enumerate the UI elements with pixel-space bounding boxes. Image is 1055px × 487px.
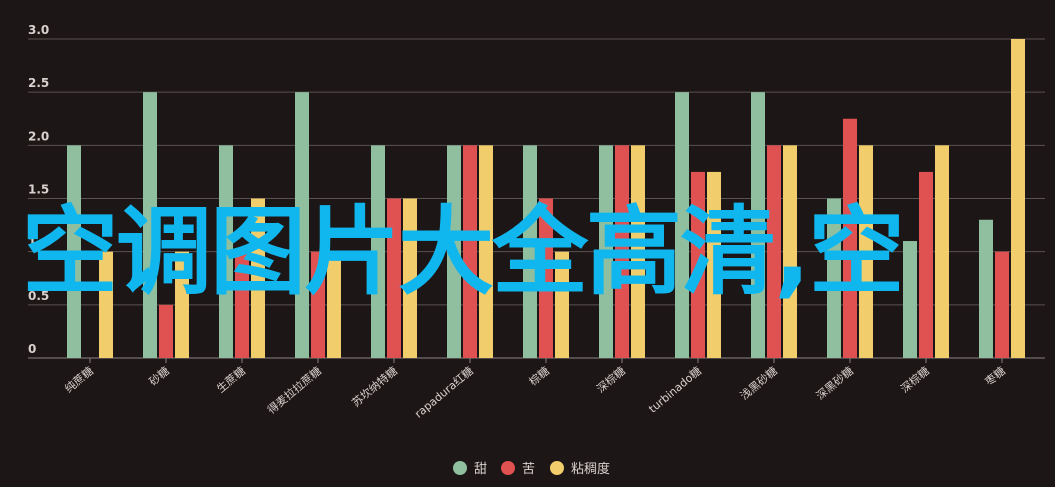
bar bbox=[631, 145, 645, 358]
bar bbox=[387, 198, 401, 358]
bar bbox=[843, 118, 857, 358]
x-tick-label: 砂糖 bbox=[146, 364, 172, 389]
x-axis-ticks: 纯蔗糖 砂糖 生蔗糖 得麦拉拉蔗糖 苏坎纳特糖 rapadura红糖 棕糖 深棕糖 turbin… bbox=[62, 358, 1008, 421]
bar bbox=[691, 171, 705, 358]
bar bbox=[311, 251, 325, 358]
bar bbox=[919, 171, 933, 358]
bars bbox=[67, 39, 1025, 359]
x-tick-label: 得麦拉拉蔗糖 bbox=[264, 364, 324, 417]
legend: 甜 苦 粘稠度 bbox=[453, 461, 610, 477]
bar bbox=[903, 241, 917, 358]
bar bbox=[175, 251, 189, 358]
x-tick-label: 枣糖 bbox=[982, 364, 1008, 389]
bar bbox=[295, 92, 309, 359]
bar bbox=[555, 251, 569, 358]
bar bbox=[995, 251, 1009, 358]
y-tick-label: 1.5 bbox=[28, 183, 49, 197]
y-tick-label: 1.0 bbox=[28, 236, 49, 250]
x-tick-label: rapadura红糖 bbox=[412, 364, 476, 421]
bar bbox=[159, 304, 173, 358]
x-tick-label: 棕糖 bbox=[526, 364, 552, 389]
legend-label: 粘稠度 bbox=[571, 461, 610, 477]
bar bbox=[371, 145, 385, 358]
legend-swatch bbox=[550, 461, 564, 475]
bar bbox=[859, 145, 873, 358]
x-tick-label: 纯蔗糖 bbox=[62, 364, 96, 396]
x-tick-label: 浅黑砂糖 bbox=[737, 364, 780, 403]
bar bbox=[523, 145, 537, 358]
x-tick-label: 深棕糖 bbox=[898, 364, 932, 396]
x-tick-label: 深黑砂糖 bbox=[813, 364, 856, 403]
bar bbox=[767, 145, 781, 358]
bar bbox=[67, 145, 81, 358]
bar bbox=[99, 251, 113, 358]
bar bbox=[235, 251, 249, 358]
legend-swatch bbox=[501, 461, 515, 475]
legend-swatch bbox=[453, 461, 467, 475]
bar bbox=[463, 145, 477, 358]
bar bbox=[479, 145, 493, 358]
bar bbox=[539, 198, 553, 358]
bar bbox=[979, 219, 993, 358]
x-tick-label: 深棕糖 bbox=[594, 364, 628, 396]
y-tick-label: 3.0 bbox=[28, 23, 49, 37]
bar bbox=[599, 145, 613, 358]
bar bbox=[403, 198, 417, 358]
bar bbox=[143, 92, 157, 359]
x-tick-label: turbinado糖 bbox=[646, 364, 704, 416]
y-tick-label: 2.5 bbox=[28, 76, 49, 90]
bar bbox=[783, 145, 797, 358]
legend-label: 甜 bbox=[474, 461, 487, 477]
y-tick-label: 2.0 bbox=[28, 129, 49, 143]
x-tick-label: 苏坎纳特糖 bbox=[349, 364, 400, 410]
bar bbox=[219, 145, 233, 358]
bar bbox=[447, 145, 461, 358]
bar bbox=[827, 198, 841, 358]
x-tick-label: 生蔗糖 bbox=[214, 364, 248, 396]
bar bbox=[935, 145, 949, 358]
bar bbox=[327, 251, 341, 358]
bar bbox=[1011, 39, 1025, 358]
y-axis-ticks: 0 0.5 1.0 1.5 2.0 2.5 3.0 bbox=[28, 23, 49, 356]
bar bbox=[751, 92, 765, 359]
legend-label: 苦 bbox=[522, 461, 535, 477]
bar bbox=[615, 145, 629, 358]
bar bbox=[675, 92, 689, 359]
bar bbox=[251, 198, 265, 358]
bar bbox=[707, 171, 721, 358]
y-tick-label: 0 bbox=[28, 342, 36, 356]
y-tick-label: 0.5 bbox=[28, 289, 49, 303]
